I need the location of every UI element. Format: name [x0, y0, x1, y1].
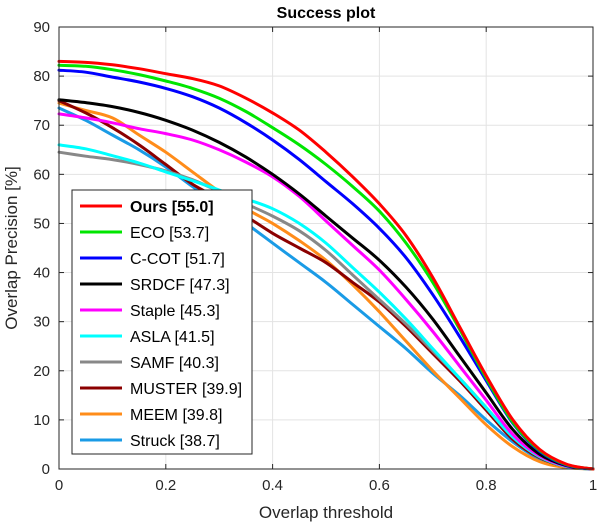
legend-box [71, 189, 253, 455]
plot-area-frame [58, 26, 594, 470]
y-tick-label: 0 [42, 461, 50, 478]
y-tick-labels: 0 10 20 30 40 50 60 70 80 90 [33, 19, 50, 478]
legend-entry: Struck [38.7] [130, 433, 220, 450]
x-tick-labels: 0 0.2 0.4 0.6 0.8 1 [55, 477, 597, 494]
y-tick-label: 20 [33, 363, 50, 380]
legend-entry: SAMF [40.3] [130, 355, 219, 372]
y-tick-label: 40 [33, 265, 50, 282]
legend-entry: ECO [53.7] [130, 225, 209, 242]
x-tick-label: 0.2 [155, 477, 176, 494]
y-tick-label: 90 [33, 19, 50, 36]
x-tick-label: 0.8 [476, 477, 497, 494]
legend-entry: Staple [45.3] [130, 303, 220, 320]
y-tick-label: 30 [33, 314, 50, 331]
legend-entry: Ours [55.0] [130, 199, 214, 216]
series-line-muster [57, 99, 595, 471]
legend-entry: SRDCF [47.3] [130, 277, 230, 294]
y-tick-label: 50 [33, 215, 50, 232]
series-line-staple [57, 112, 595, 471]
y-tick-label: 80 [33, 68, 50, 85]
series-line-asla [57, 143, 595, 471]
series-line-meem [57, 101, 595, 471]
x-axis-label: Overlap threshold [259, 503, 393, 522]
x-tick-label: 0 [55, 477, 63, 494]
legend-entry: MUSTER [39.9] [130, 381, 242, 398]
y-axis-label: Overlap Precision [%] [2, 166, 21, 329]
axis-ticks [58, 26, 594, 470]
legend: Ours [55.0] ECO [53.7] C-COT [51.7] SRDCF [… [71, 189, 253, 455]
x-tick-label: 1 [589, 477, 597, 494]
legend-entry: MEEM [39.8] [130, 407, 222, 424]
chart-title: Success plot [277, 5, 376, 22]
legend-entry: C-COT [51.7] [130, 251, 225, 268]
series-line-srdcf [57, 98, 595, 471]
y-tick-label: 10 [33, 412, 50, 429]
y-tick-label: 60 [33, 166, 50, 183]
x-tick-label: 0.4 [262, 477, 283, 494]
series-line-struck [57, 106, 595, 471]
series-line-ours [57, 59, 595, 471]
x-tick-label: 0.6 [369, 477, 390, 494]
series-lines [57, 59, 595, 471]
legend-entry: ASLA [41.5] [130, 329, 215, 346]
y-tick-label: 70 [33, 117, 50, 134]
